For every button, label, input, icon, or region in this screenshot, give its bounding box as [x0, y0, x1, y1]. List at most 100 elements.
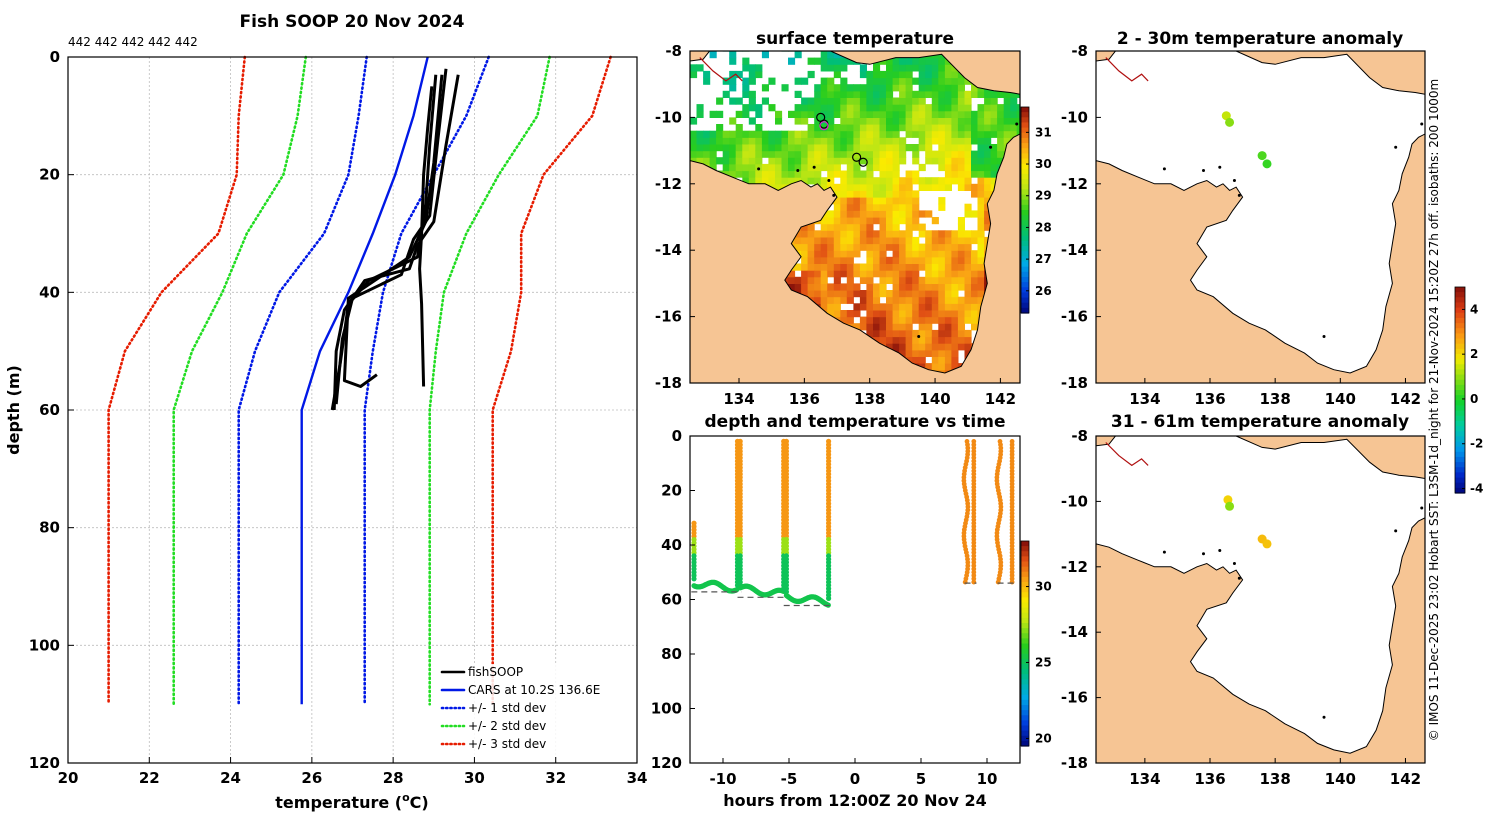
sst-cell [925, 296, 933, 304]
sst-cell [899, 329, 907, 338]
cast-point [971, 484, 977, 490]
sst-cell [794, 137, 802, 145]
sst-cell [925, 157, 933, 165]
sst-cell [925, 303, 933, 311]
sst-cell [899, 110, 907, 118]
sst-cell [866, 230, 874, 238]
sst-cell [735, 157, 743, 165]
colorbar-label: 29 [1035, 189, 1052, 203]
sst-cell [827, 256, 835, 264]
sst-cell [840, 117, 848, 125]
anomaly-point [1225, 117, 1235, 127]
sst-cell [788, 137, 796, 145]
sst-cell [977, 124, 985, 132]
colorbar-cell [1455, 395, 1465, 401]
sst-cell [971, 90, 979, 98]
sst-cell [794, 177, 802, 185]
sst-cell [925, 124, 933, 132]
x-tick-label: 140 [1325, 390, 1356, 408]
sst-cell [866, 210, 874, 218]
sst-cell [931, 256, 939, 264]
sst-cell [866, 310, 874, 318]
sst-cell [944, 183, 952, 191]
sst-cell [873, 124, 881, 132]
sst-cell [892, 150, 900, 158]
sst-cell [931, 270, 939, 278]
sst-cell [918, 343, 926, 351]
sst-cell [873, 157, 881, 165]
sst-cell [971, 276, 979, 284]
sst-cell [899, 349, 907, 357]
sst-cell [984, 110, 992, 118]
sst-cell [768, 130, 776, 138]
sst-cell [938, 283, 946, 291]
sst-cell [984, 117, 992, 125]
colorbar-cell [1021, 617, 1029, 624]
sst-cell [827, 90, 835, 98]
sst-cell [944, 270, 952, 278]
colorbar-cell [1021, 225, 1029, 232]
sst-cell [820, 77, 828, 85]
sst-cell [997, 157, 1005, 165]
sst-cell [846, 290, 854, 298]
sst-cell [859, 243, 867, 251]
sst-cell [971, 230, 979, 238]
station-marker [858, 157, 868, 167]
sst-cell [840, 210, 848, 218]
sst-cell [820, 296, 828, 304]
cast-point [1009, 553, 1015, 559]
series-line [172, 55, 308, 706]
sst-cell [866, 150, 874, 158]
x-tick-label: 34 [627, 769, 648, 787]
x-tick-label: 32 [545, 769, 566, 787]
sst-cell [814, 104, 822, 112]
sst-cell [833, 150, 841, 158]
sst-cell [918, 137, 926, 145]
sst-cell [788, 130, 796, 138]
sst-cell [886, 343, 894, 351]
sst-cell [964, 203, 972, 211]
chart-title: 31 - 61m temperature anomaly [1111, 412, 1409, 432]
sst-cell [990, 110, 998, 118]
sst-cell [761, 163, 769, 172]
sst-cell [729, 163, 737, 172]
cast-point [1009, 563, 1015, 569]
sst-cell [814, 170, 822, 178]
sst-cell [781, 130, 789, 138]
sst-cell [827, 124, 835, 132]
sst-cell [905, 343, 913, 351]
sst-cell [990, 97, 998, 105]
sst-cell [879, 210, 887, 218]
sst-cell [846, 104, 854, 112]
sst-cell [957, 270, 965, 278]
sst-cell [859, 296, 867, 304]
sst-cell [905, 250, 913, 258]
colorbar-cell [1021, 592, 1029, 598]
sst-cell [918, 90, 926, 98]
sst-cell [886, 310, 894, 318]
sst-cell [866, 177, 874, 185]
sst-cell [957, 130, 965, 138]
sst-cell [892, 276, 900, 284]
cast-point [1009, 478, 1015, 484]
sst-cell [879, 263, 887, 271]
colorbar-cell [1021, 612, 1029, 619]
sst-cell [859, 124, 867, 132]
sst-cell [899, 124, 907, 132]
sst-cell [931, 97, 939, 105]
colorbar-cell [1021, 679, 1029, 686]
sst-cell [964, 303, 972, 311]
sst-cell [768, 137, 776, 145]
sst-cell [827, 290, 835, 298]
sst-cell [775, 177, 783, 185]
sst-cell [925, 250, 933, 258]
colorbar-cell [1021, 194, 1029, 201]
sst-cell [997, 117, 1005, 125]
sst-cell [853, 84, 861, 92]
sst-cell [938, 163, 946, 172]
sst-cell [735, 70, 743, 79]
sst-cell [853, 110, 861, 118]
sst-cell [957, 97, 965, 105]
colorbar-cell [1021, 271, 1029, 278]
colorbar-cell [1455, 379, 1465, 386]
